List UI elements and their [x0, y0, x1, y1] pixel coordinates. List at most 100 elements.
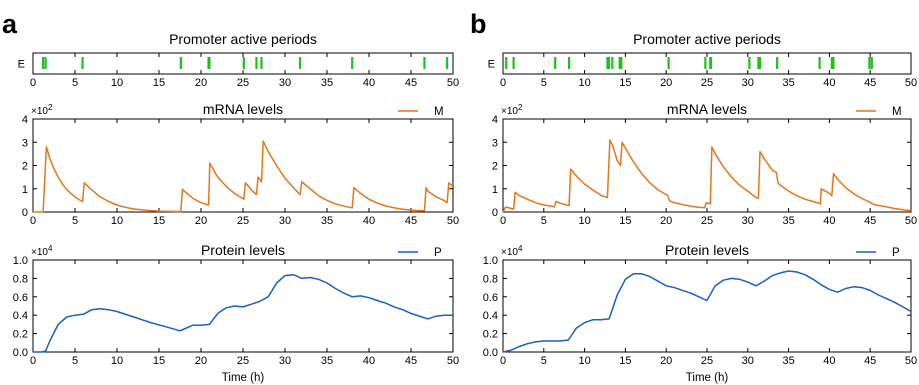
protein-series-line — [502, 270, 912, 353]
y-tick-label: 0.4 — [483, 310, 498, 322]
y-tick-label: 1.0 — [13, 255, 28, 267]
x-tick-label: 0 — [500, 77, 506, 89]
y-axis-label: E — [488, 59, 495, 71]
y-scale-exponent: 2 — [48, 103, 53, 112]
x-tick-label: 20 — [660, 215, 672, 227]
x-tick-label: 40 — [823, 77, 835, 89]
x-tick-label: 50 — [447, 77, 459, 89]
x-tick-label: 25 — [237, 215, 249, 227]
x-tick-label: 30 — [742, 77, 754, 89]
x-tick-label: 35 — [321, 215, 333, 227]
x-tick-label: 5 — [72, 215, 78, 227]
x-tick-label: 30 — [279, 355, 291, 367]
y-tick-label: 0 — [22, 207, 28, 219]
legend-label: P — [892, 247, 900, 259]
x-tick-label: 25 — [701, 215, 713, 227]
x-tick-label: 30 — [279, 77, 291, 89]
x-tick-label: 45 — [405, 77, 417, 89]
x-tick-label: 5 — [72, 77, 78, 89]
y-tick-label: 0.2 — [483, 329, 498, 341]
y-tick-label: 0 — [492, 207, 498, 219]
x-tick-label: 45 — [405, 355, 417, 367]
panel-a-promoter-plot: Promoter active periods 0 5 10 15 20 25 30 35 40 4… — [18, 31, 459, 89]
x-tick-label: 15 — [619, 77, 631, 89]
y-scale-factor: ×102 — [501, 103, 523, 117]
y-tick-label: 0.4 — [13, 310, 28, 322]
y-tick-label: 4 — [492, 114, 498, 126]
x-axis-label: Time (h) — [686, 372, 729, 384]
y-tick-label: 0.2 — [13, 329, 28, 341]
x-axis-label: Time (h) — [222, 372, 265, 384]
x-tick-label: 15 — [153, 77, 165, 89]
x-tick-label: 45 — [864, 355, 876, 367]
x-tick-label: 35 — [782, 215, 794, 227]
x-tick-label: 35 — [321, 77, 333, 89]
panel-b-promoter-plot: Promoter active periods 0 5 10 15 20 25 30 35 40 4… — [488, 31, 917, 89]
subplot-title: Protein levels — [201, 242, 285, 258]
y-tick-label: 3 — [492, 137, 498, 149]
y-scale-factor: ×104 — [31, 244, 53, 258]
y-tick-label: 0.0 — [483, 347, 498, 359]
x-tick-label: 20 — [660, 77, 672, 89]
subplot-title: Promoter active periods — [633, 31, 781, 47]
x-tick-label: 40 — [363, 215, 375, 227]
legend-label: P — [434, 247, 442, 259]
y-tick-label: 0.6 — [13, 292, 28, 304]
panel-a-protein-plot: Protein levels 0 5 10 15 20 25 30 35 40 45 50 0.0 0.2… — [13, 242, 459, 384]
y-tick-label: 1.0 — [483, 255, 498, 267]
x-tick-label: 10 — [578, 355, 590, 367]
x-tick-label: 50 — [905, 77, 917, 89]
y-tick-label: 1 — [22, 184, 28, 196]
legend-label: M — [892, 106, 902, 118]
x-tick-label: 40 — [823, 215, 835, 227]
x-tick-label: 40 — [823, 355, 835, 367]
x-tick-label: 45 — [864, 215, 876, 227]
y-tick-label: 2 — [492, 161, 498, 173]
y-tick-label: 0.8 — [483, 273, 498, 285]
y-tick-label: 3 — [22, 137, 28, 149]
subplot-title: mRNA levels — [667, 101, 747, 117]
x-tick-label: 0 — [500, 215, 506, 227]
x-tick-label: 10 — [111, 215, 123, 227]
subplot-title: Protein levels — [665, 242, 749, 258]
x-tick-label: 5 — [541, 215, 547, 227]
x-tick-label: 40 — [363, 355, 375, 367]
mrna-series-line — [33, 140, 454, 213]
x-tick-label: 0 — [30, 355, 36, 367]
x-tick-label: 20 — [195, 355, 207, 367]
x-tick-label: 5 — [541, 355, 547, 367]
x-tick-label: 20 — [660, 355, 672, 367]
x-tick-label: 30 — [742, 215, 754, 227]
x-tick-label: 20 — [195, 215, 207, 227]
x-tick-label: 15 — [153, 355, 165, 367]
y-scale-factor: ×104 — [501, 244, 523, 258]
x-tick-label: 35 — [782, 355, 794, 367]
x-tick-label: 5 — [541, 77, 547, 89]
y-axis-label: E — [18, 59, 25, 71]
y-tick-label: 2 — [22, 161, 28, 173]
y-scale-exponent: 4 — [48, 244, 53, 253]
y-scale-exponent: 4 — [518, 244, 523, 253]
panel-letter-a: a — [2, 9, 18, 39]
x-tick-label: 10 — [111, 355, 123, 367]
x-tick-label: 15 — [619, 355, 631, 367]
mrna-series-line — [502, 139, 912, 213]
y-scale-base: ×10 — [31, 106, 48, 117]
panel-b-protein-plot: Protein levels 0 5 10 15 20 25 30 35 40 45 50 0.0 0.2… — [483, 242, 917, 384]
x-tick-label: 20 — [195, 77, 207, 89]
x-tick-label: 35 — [321, 355, 333, 367]
y-tick-label: 4 — [22, 114, 28, 126]
x-tick-label: 40 — [363, 77, 375, 89]
axes-frame — [32, 259, 454, 353]
y-tick-label: 0.8 — [13, 273, 28, 285]
y-scale-exponent: 2 — [518, 103, 523, 112]
x-tick-label: 25 — [701, 77, 713, 89]
y-scale-factor: ×102 — [31, 103, 53, 117]
y-tick-label: 0.6 — [483, 292, 498, 304]
axes-frame — [502, 259, 912, 353]
axes-frame — [502, 118, 912, 213]
x-tick-label: 50 — [905, 355, 917, 367]
